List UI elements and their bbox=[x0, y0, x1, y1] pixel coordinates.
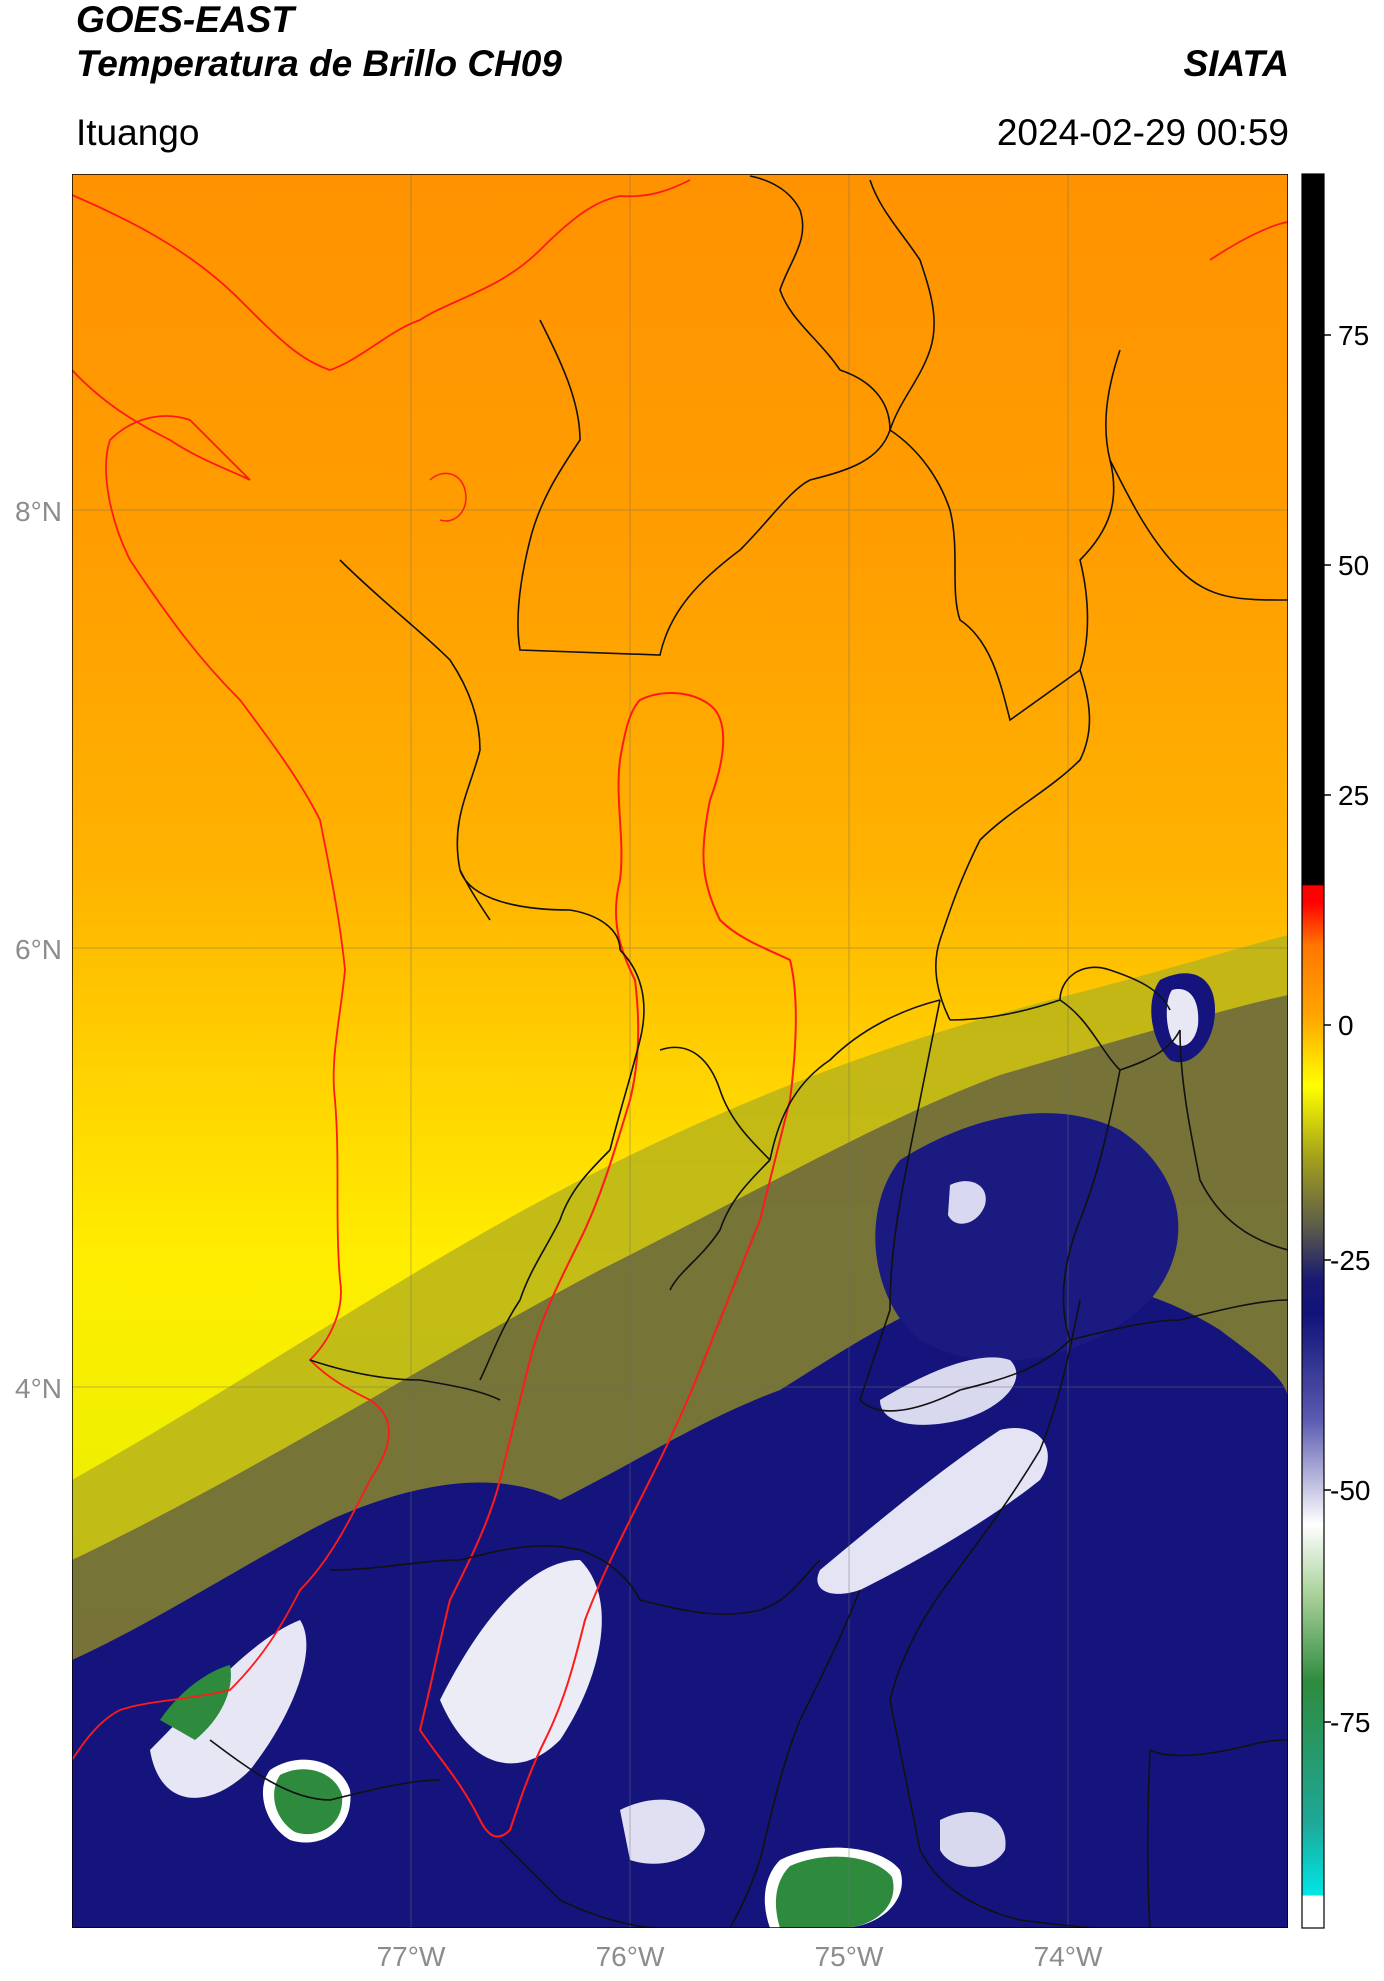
colorbar-tick-75: 75 bbox=[1338, 320, 1369, 351]
colorbar-tick-minus25: -25 bbox=[1330, 1245, 1370, 1276]
latitude-tick-labels: 8°N 6°N 4°N bbox=[15, 496, 62, 1404]
datetime-label: 2024-02-29 00:59 bbox=[996, 112, 1289, 153]
lon-tick-75w: 75°W bbox=[815, 1941, 884, 1972]
lat-tick-6n: 6°N bbox=[15, 934, 62, 965]
colorbar-tick-50: 50 bbox=[1338, 550, 1369, 581]
satellite-image bbox=[72, 174, 1288, 1928]
colorbar-gradient bbox=[1301, 173, 1325, 1929]
colorbar-tick-minus75: -75 bbox=[1330, 1707, 1370, 1738]
product-title: Temperatura de Brillo CH09 bbox=[76, 43, 562, 84]
organization-label: SIATA bbox=[1183, 43, 1289, 84]
colorbar-tick-0: 0 bbox=[1338, 1010, 1354, 1041]
lat-tick-4n: 4°N bbox=[15, 1373, 62, 1404]
lon-tick-77w: 77°W bbox=[377, 1941, 446, 1972]
lon-tick-74w: 74°W bbox=[1034, 1941, 1103, 1972]
satellite-title: GOES-EAST bbox=[76, 0, 294, 40]
colorbar-tick-25: 25 bbox=[1338, 780, 1369, 811]
lat-tick-8n: 8°N bbox=[15, 496, 62, 527]
location-label: Ituango bbox=[76, 112, 200, 153]
lon-tick-76w: 76°W bbox=[596, 1941, 665, 1972]
longitude-tick-labels: 77°W 76°W 75°W 74°W bbox=[377, 1941, 1103, 1972]
colorbar: 75 50 25 0 -25 -50 -75 bbox=[1301, 173, 1370, 1929]
colorbar-tick-minus50: -50 bbox=[1330, 1475, 1370, 1506]
